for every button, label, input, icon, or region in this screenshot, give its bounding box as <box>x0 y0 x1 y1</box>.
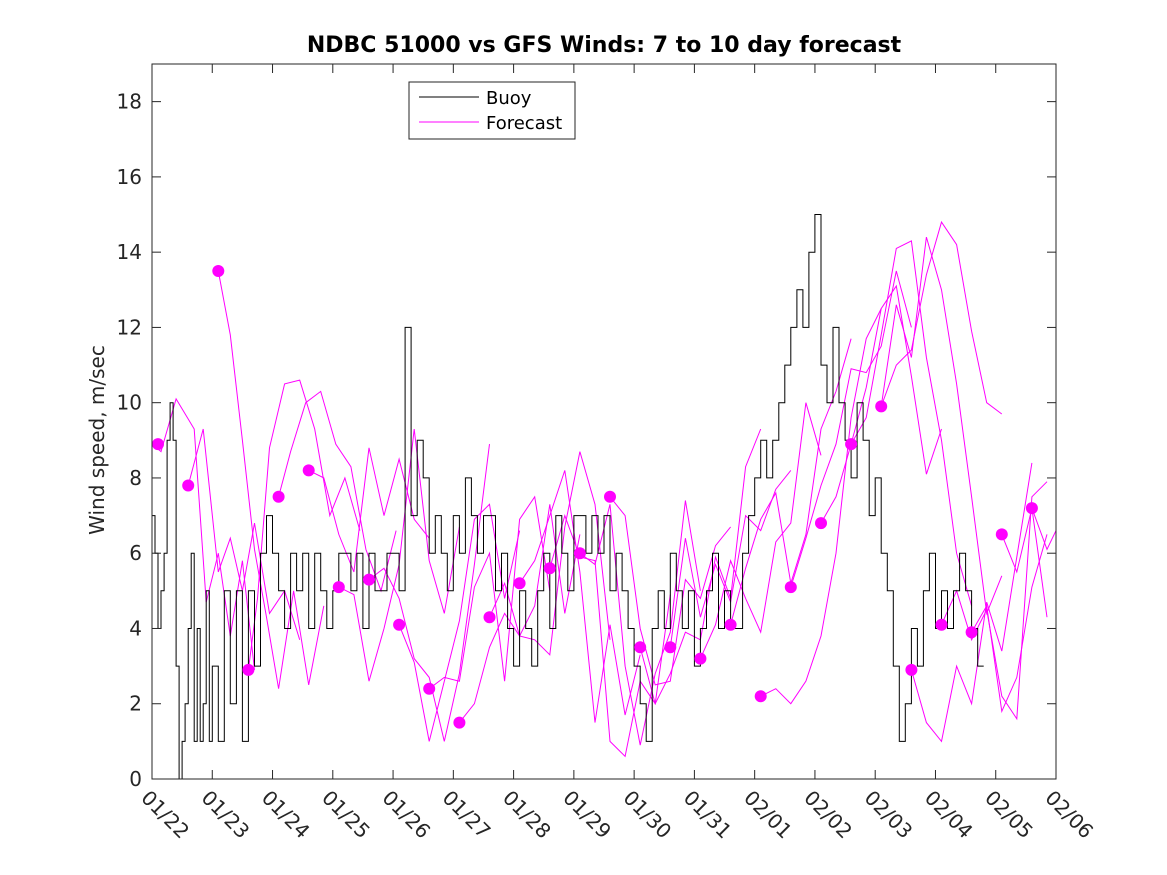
forecast-line-24 <box>850 240 973 607</box>
forecast-line-15 <box>579 500 701 746</box>
forecast-marker-2 <box>182 479 195 492</box>
forecast-marker-18 <box>664 641 677 654</box>
buoy-line <box>152 214 984 779</box>
forecast-line-4 <box>247 379 361 670</box>
y-tick-label: 14 <box>117 240 142 264</box>
chart-title: NDBC 51000 vs GFS Winds: 7 to 10 day for… <box>307 33 902 58</box>
forecast-marker-4 <box>242 663 255 676</box>
forecast-line-12 <box>489 451 611 656</box>
forecast-marker-19 <box>694 652 707 665</box>
forecast-line-28 <box>971 534 1048 714</box>
forecast-marker-30 <box>1025 502 1038 515</box>
forecast-marker-16 <box>604 490 616 503</box>
forecast-line-3 <box>217 270 325 689</box>
forecast-line-26 <box>910 462 1033 743</box>
forecast-line-21 <box>760 308 882 705</box>
forecast-marker-13 <box>513 577 526 590</box>
y-tick-label: 10 <box>117 391 142 415</box>
y-tick-label: 18 <box>117 90 142 114</box>
y-tick-label: 2 <box>129 692 142 716</box>
forecast-marker-5 <box>272 490 285 503</box>
forecast-marker-15 <box>573 547 586 560</box>
forecast-marker-7 <box>332 581 345 594</box>
forecast-marker-22 <box>784 581 797 594</box>
forecast-marker-27 <box>935 618 948 631</box>
y-tick-label: 8 <box>129 466 142 490</box>
forecast-line-6 <box>308 447 430 573</box>
y-tick-label: 16 <box>117 165 142 189</box>
legend-forecast-label: Forecast <box>486 113 562 134</box>
forecast-markers-group <box>152 265 1038 729</box>
forecast-marker-12 <box>483 611 496 624</box>
forecast-line-27 <box>941 481 1048 721</box>
forecast-marker-1 <box>152 438 164 451</box>
plot-area-border <box>151 63 1057 780</box>
forecast-line-30 <box>1031 507 1056 551</box>
forecast-marker-28 <box>965 626 978 639</box>
forecast-marker-10 <box>423 682 436 695</box>
forecast-line-31 <box>880 220 1003 415</box>
forecast-line-9 <box>398 503 521 742</box>
y-tick-label: 0 <box>129 767 142 791</box>
forecast-marker-25 <box>875 400 888 413</box>
legend-buoy-label: Buoy <box>486 88 532 109</box>
forecast-marker-26 <box>905 663 918 676</box>
forecast-line-16 <box>609 496 731 686</box>
forecast-marker-6 <box>302 464 315 477</box>
y-tick-label: 6 <box>129 541 142 565</box>
forecast-marker-21 <box>754 690 767 703</box>
forecast-line-23 <box>820 284 942 524</box>
forecast-marker-11 <box>453 716 466 729</box>
forecast-line-25 <box>880 236 1003 616</box>
forecast-line-5 <box>278 390 397 593</box>
forecast-marker-3 <box>212 265 225 277</box>
forecast-marker-23 <box>815 517 827 530</box>
forecast-marker-20 <box>724 618 737 631</box>
forecast-marker-9 <box>393 618 406 631</box>
forecast-marker-17 <box>634 641 647 654</box>
forecast-line-22 <box>790 270 912 588</box>
forecast-line-13 <box>519 470 641 723</box>
forecast-marker-29 <box>995 528 1008 541</box>
y-axis-label: Wind speed, m/sec <box>85 345 109 535</box>
forecast-marker-14 <box>543 562 556 575</box>
forecast-marker-24 <box>845 438 858 451</box>
forecast-marker-8 <box>363 573 375 586</box>
forecast-line-10 <box>428 495 551 690</box>
buoy-series-group <box>152 214 984 779</box>
legend-box <box>408 81 576 140</box>
y-tick-label: 12 <box>117 315 142 339</box>
legend: Buoy Forecast <box>408 81 576 140</box>
forecast-line-29 <box>1001 507 1048 618</box>
forecast-line-19 <box>699 402 822 659</box>
forecast-line-8 <box>368 444 490 742</box>
y-tick-label: 4 <box>129 616 142 640</box>
